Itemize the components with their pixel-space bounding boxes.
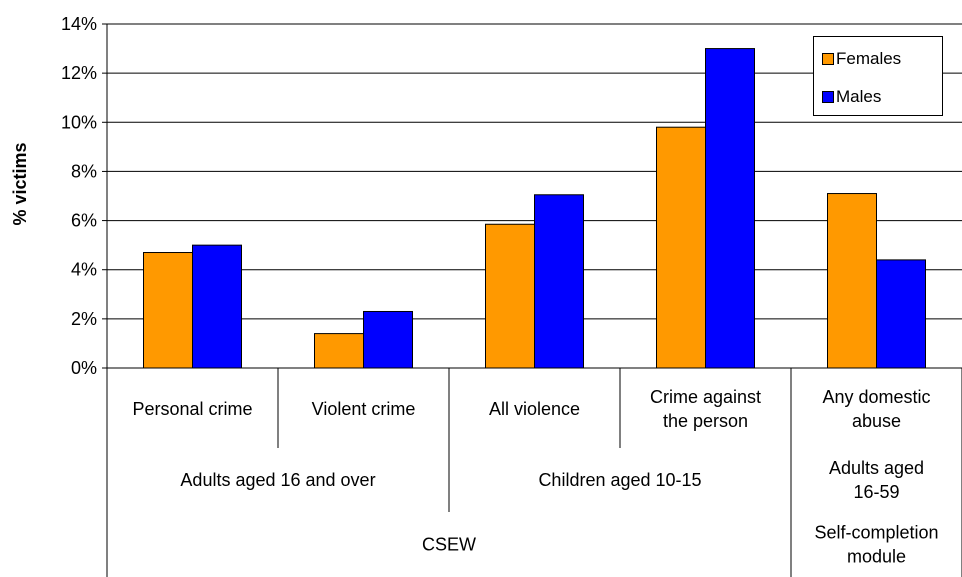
bar-females <box>314 333 364 369</box>
bars <box>143 48 926 369</box>
legend-swatch-females <box>822 53 834 65</box>
bar-males <box>534 194 584 369</box>
bar-males <box>192 244 242 369</box>
x-source-label: module <box>847 547 906 567</box>
y-tick-label: 8% <box>71 161 97 181</box>
x-category-label: Violent crime <box>312 399 416 419</box>
y-tick-label: 10% <box>61 112 97 132</box>
y-tick-labels: 0% 2% 4% 6% 8% 10% 12% 14% <box>61 14 107 378</box>
x-category-label: the person <box>663 411 748 431</box>
x-category-table: Personal crime Violent crime All violence C… <box>106 368 962 577</box>
x-source-label: Self-completion <box>814 523 938 543</box>
bar-females <box>143 252 193 369</box>
x-category-label: All violence <box>489 399 580 419</box>
bar-females <box>485 223 535 369</box>
legend-swatch-males <box>822 91 834 103</box>
legend: Females Males <box>813 36 943 116</box>
legend-item-males: Males <box>822 87 881 107</box>
x-group-label: Adults aged <box>829 458 924 478</box>
bar-females <box>656 126 706 369</box>
x-group-label: 16-59 <box>853 482 899 502</box>
y-tick-label: 6% <box>71 211 97 231</box>
x-source-label: CSEW <box>422 535 476 555</box>
x-category-label: Any domestic <box>822 387 930 407</box>
x-category-label: Crime against <box>650 387 761 407</box>
x-group-label: Adults aged 16 and over <box>180 470 375 490</box>
y-tick-label: 2% <box>71 309 97 329</box>
y-tick-label: 14% <box>61 14 97 34</box>
x-group-label: Children aged 10-15 <box>538 470 701 490</box>
y-axis-label: % victims <box>10 142 30 225</box>
y-tick-label: 4% <box>71 260 97 280</box>
legend-label-females: Females <box>836 49 902 68</box>
bar-males <box>705 48 755 369</box>
axes <box>106 24 962 369</box>
bar-males <box>876 259 926 369</box>
y-tick-label: 12% <box>61 63 97 83</box>
bar-males <box>363 310 413 369</box>
legend-label-males: Males <box>836 87 882 106</box>
y-tick-label: 0% <box>71 358 97 378</box>
x-category-label: Personal crime <box>132 399 252 419</box>
bar-females <box>827 193 877 369</box>
legend-item-females: Females <box>822 49 901 69</box>
x-category-label: abuse <box>852 411 901 431</box>
